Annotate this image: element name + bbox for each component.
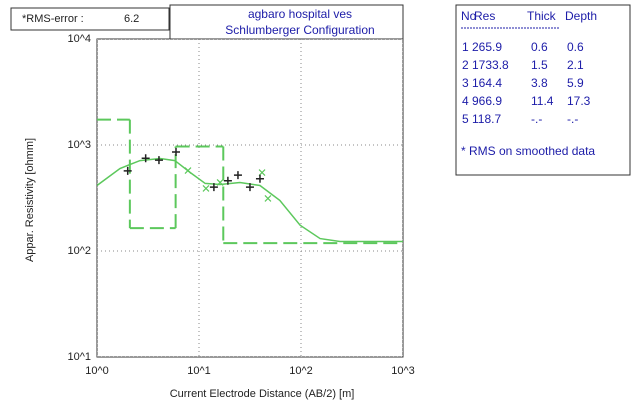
rms-value: 6.2 xyxy=(124,13,139,25)
table-cell: 2.1 xyxy=(567,58,584,72)
observed-point xyxy=(209,183,218,192)
table-cell: 4 xyxy=(462,94,469,108)
table-header: Res xyxy=(474,9,495,23)
plot xyxy=(97,39,403,357)
x-axis-label: Current Electrode Distance (AB/2) [m] xyxy=(170,388,355,400)
table-cell: 1733.8 xyxy=(472,58,509,72)
chart-title: agbaro hospital ves xyxy=(248,7,352,21)
observed-point xyxy=(245,183,254,192)
table-cell: 164.4 xyxy=(472,76,502,90)
model-curve xyxy=(97,157,403,243)
calculated-point xyxy=(258,169,266,176)
table-cell: 3.8 xyxy=(531,76,548,90)
table-cell: 5.9 xyxy=(567,76,584,90)
table-cell: 1.5 xyxy=(531,58,548,72)
x-tick-label: 10^3 xyxy=(391,365,415,377)
x-tick-label: 10^2 xyxy=(289,365,313,377)
table-note: * RMS on smoothed data xyxy=(461,144,595,158)
table-cell: 265.9 xyxy=(472,40,502,54)
chart-subtitle: Schlumberger Configuration xyxy=(225,23,374,37)
rms-label: *RMS-error : xyxy=(22,13,84,25)
table-cell: 966.9 xyxy=(472,94,502,108)
table-header: Depth xyxy=(565,9,597,23)
table-cell: 0.6 xyxy=(531,40,548,54)
table-cell: 3 xyxy=(462,76,469,90)
table-cell: -.- xyxy=(531,112,542,126)
observed-point xyxy=(141,154,150,163)
table-cell: 118.7 xyxy=(472,112,501,126)
table-cell: 1 xyxy=(462,40,469,54)
y-tick-label: 10^4 xyxy=(67,33,91,45)
table-cell: -.- xyxy=(567,112,578,126)
table-panel xyxy=(455,4,631,176)
y-tick-label: 10^1 xyxy=(67,351,91,363)
calculated-point xyxy=(264,195,272,202)
x-tick-label: 10^0 xyxy=(85,365,109,377)
observed-point xyxy=(123,166,132,175)
y-tick-label: 10^2 xyxy=(67,245,91,257)
table-header: Thick xyxy=(527,9,557,23)
y-axis-label: Appar. Resistivity [ohmm] xyxy=(24,138,36,262)
table-cell: 0.6 xyxy=(567,40,584,54)
observed-point xyxy=(233,171,242,180)
table-cell: 5 xyxy=(462,112,469,126)
observed-point xyxy=(154,156,163,165)
observed-point xyxy=(172,147,181,156)
rms-box xyxy=(10,7,170,31)
observed-point xyxy=(223,176,232,185)
table-cell: 2 xyxy=(462,58,469,72)
table-cell: 11.4 xyxy=(531,94,554,108)
calculated-point xyxy=(184,167,192,174)
table-header: No xyxy=(461,9,477,23)
table-cell: 17.3 xyxy=(567,94,591,108)
calculated-point xyxy=(202,185,210,192)
calculated-point xyxy=(216,179,224,186)
y-tick-label: 10^3 xyxy=(67,139,91,151)
x-tick-label: 10^1 xyxy=(187,365,211,377)
observed-point xyxy=(255,174,264,183)
